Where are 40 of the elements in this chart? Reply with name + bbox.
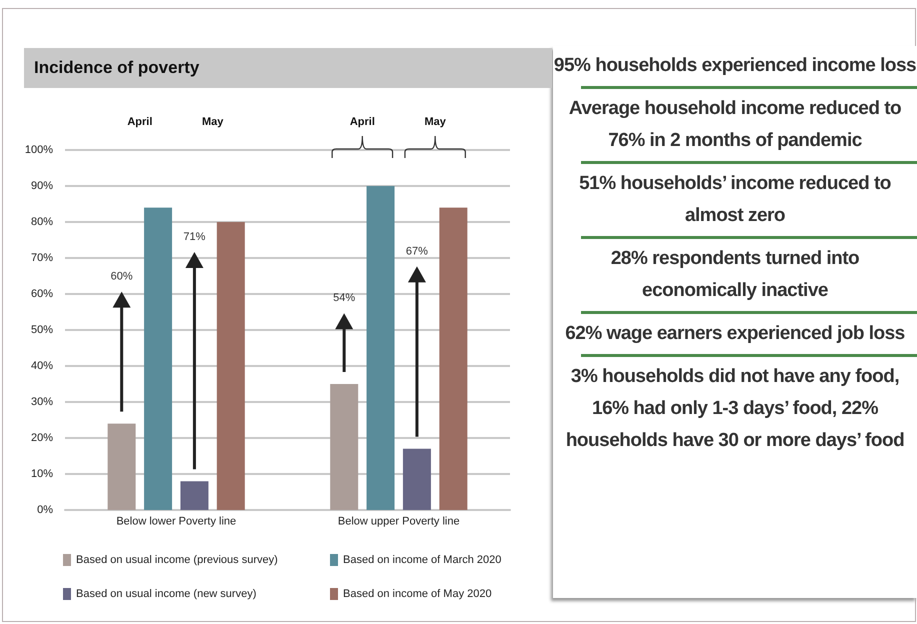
- text: 28% respondents turned into economically inactive: [610, 247, 860, 303]
- y-tick-label: 50%: [30, 324, 54, 336]
- bar: [439, 208, 468, 510]
- text: May: [424, 116, 447, 128]
- legend-label: Based on income of May 2020: [343, 588, 492, 600]
- y-tick-label: 80%: [30, 216, 54, 228]
- y-tick-label: 40%: [30, 360, 54, 372]
- text: May: [202, 116, 224, 128]
- x-tick-label: Below lower Poverty line: [116, 516, 236, 528]
- y-tick-label: 10%: [30, 468, 54, 480]
- annotation: 67%: [406, 245, 428, 258]
- x-tick-label: Below upper Poverty line: [338, 516, 460, 528]
- annotation: 60%: [110, 270, 133, 283]
- y-tick-label: 100%: [24, 144, 54, 156]
- bar: [216, 222, 245, 510]
- text: Average household income reduced to 76% in 2 months of pandemic: [568, 97, 902, 153]
- bar: [180, 481, 208, 510]
- bar: [402, 448, 431, 510]
- text: 95% households experienced income loss: [553, 54, 917, 78]
- legend-label: Based on usual income (previous survey): [76, 554, 278, 566]
- y-tick-label: 60%: [30, 288, 54, 300]
- bar: [366, 186, 395, 510]
- bar: [108, 424, 136, 510]
- text: 51% households’ income reduced to almost zero: [578, 172, 892, 228]
- text: April: [350, 116, 375, 128]
- y-tick-label: 0%: [37, 504, 54, 516]
- text: 62% wage earners experienced job loss: [564, 322, 906, 346]
- chart-title: Incidence of poverty: [24, 48, 552, 88]
- annotation: 54%: [333, 292, 356, 304]
- bar: [330, 384, 358, 510]
- legend-label: Based on usual income (new survey): [76, 588, 256, 600]
- y-tick-label: 20%: [30, 432, 54, 444]
- bar: [144, 208, 172, 510]
- text: 3% households did not have any food, 16% had only 1-3 days’ food, 22% households have 30 or more days’ food: [564, 365, 906, 453]
- y-tick-label: 30%: [30, 396, 54, 408]
- y-tick-label: 90%: [30, 180, 54, 192]
- y-tick-label: 70%: [30, 252, 54, 264]
- text: April: [127, 116, 152, 128]
- legend-label: Based on income of March 2020: [343, 554, 502, 566]
- annotation: 71%: [183, 231, 206, 243]
